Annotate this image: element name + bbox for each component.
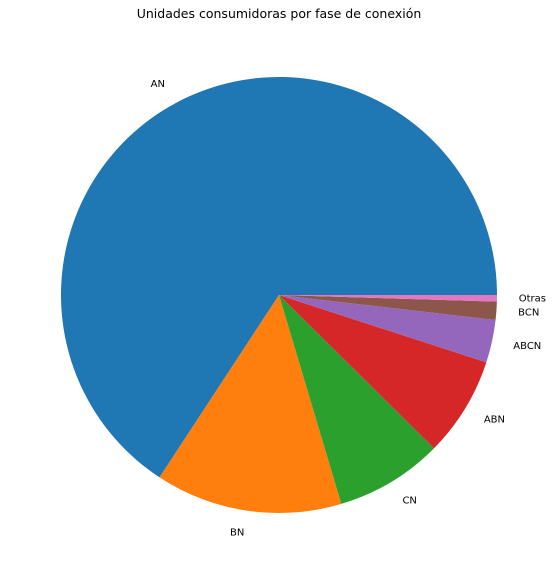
pie-slice-bcn xyxy=(279,295,497,320)
pie-labels: AN BN CN ABN ABCN BCN Otras xyxy=(151,79,546,538)
pie-label-bn: BN xyxy=(230,527,244,538)
pie-label-bcn: BCN xyxy=(518,307,539,318)
pie-slice-cn xyxy=(279,295,435,504)
pie-label-abcn: ABCN xyxy=(513,341,541,352)
pie-slice-an xyxy=(60,77,497,478)
pie-slice-bn xyxy=(159,295,342,514)
pie-label-abn: ABN xyxy=(484,415,505,426)
pie-label-otras: Otras xyxy=(519,294,546,305)
pie-label-cn: CN xyxy=(402,496,416,507)
chart-title: Unidades consumidoras por fase de conexi… xyxy=(137,6,422,21)
pie-slice-otras xyxy=(279,295,497,302)
pie-slices xyxy=(60,77,497,514)
pie-label-an: AN xyxy=(151,79,165,90)
pie-slice-abn xyxy=(279,295,487,449)
pie-slice-abcn xyxy=(279,295,496,363)
